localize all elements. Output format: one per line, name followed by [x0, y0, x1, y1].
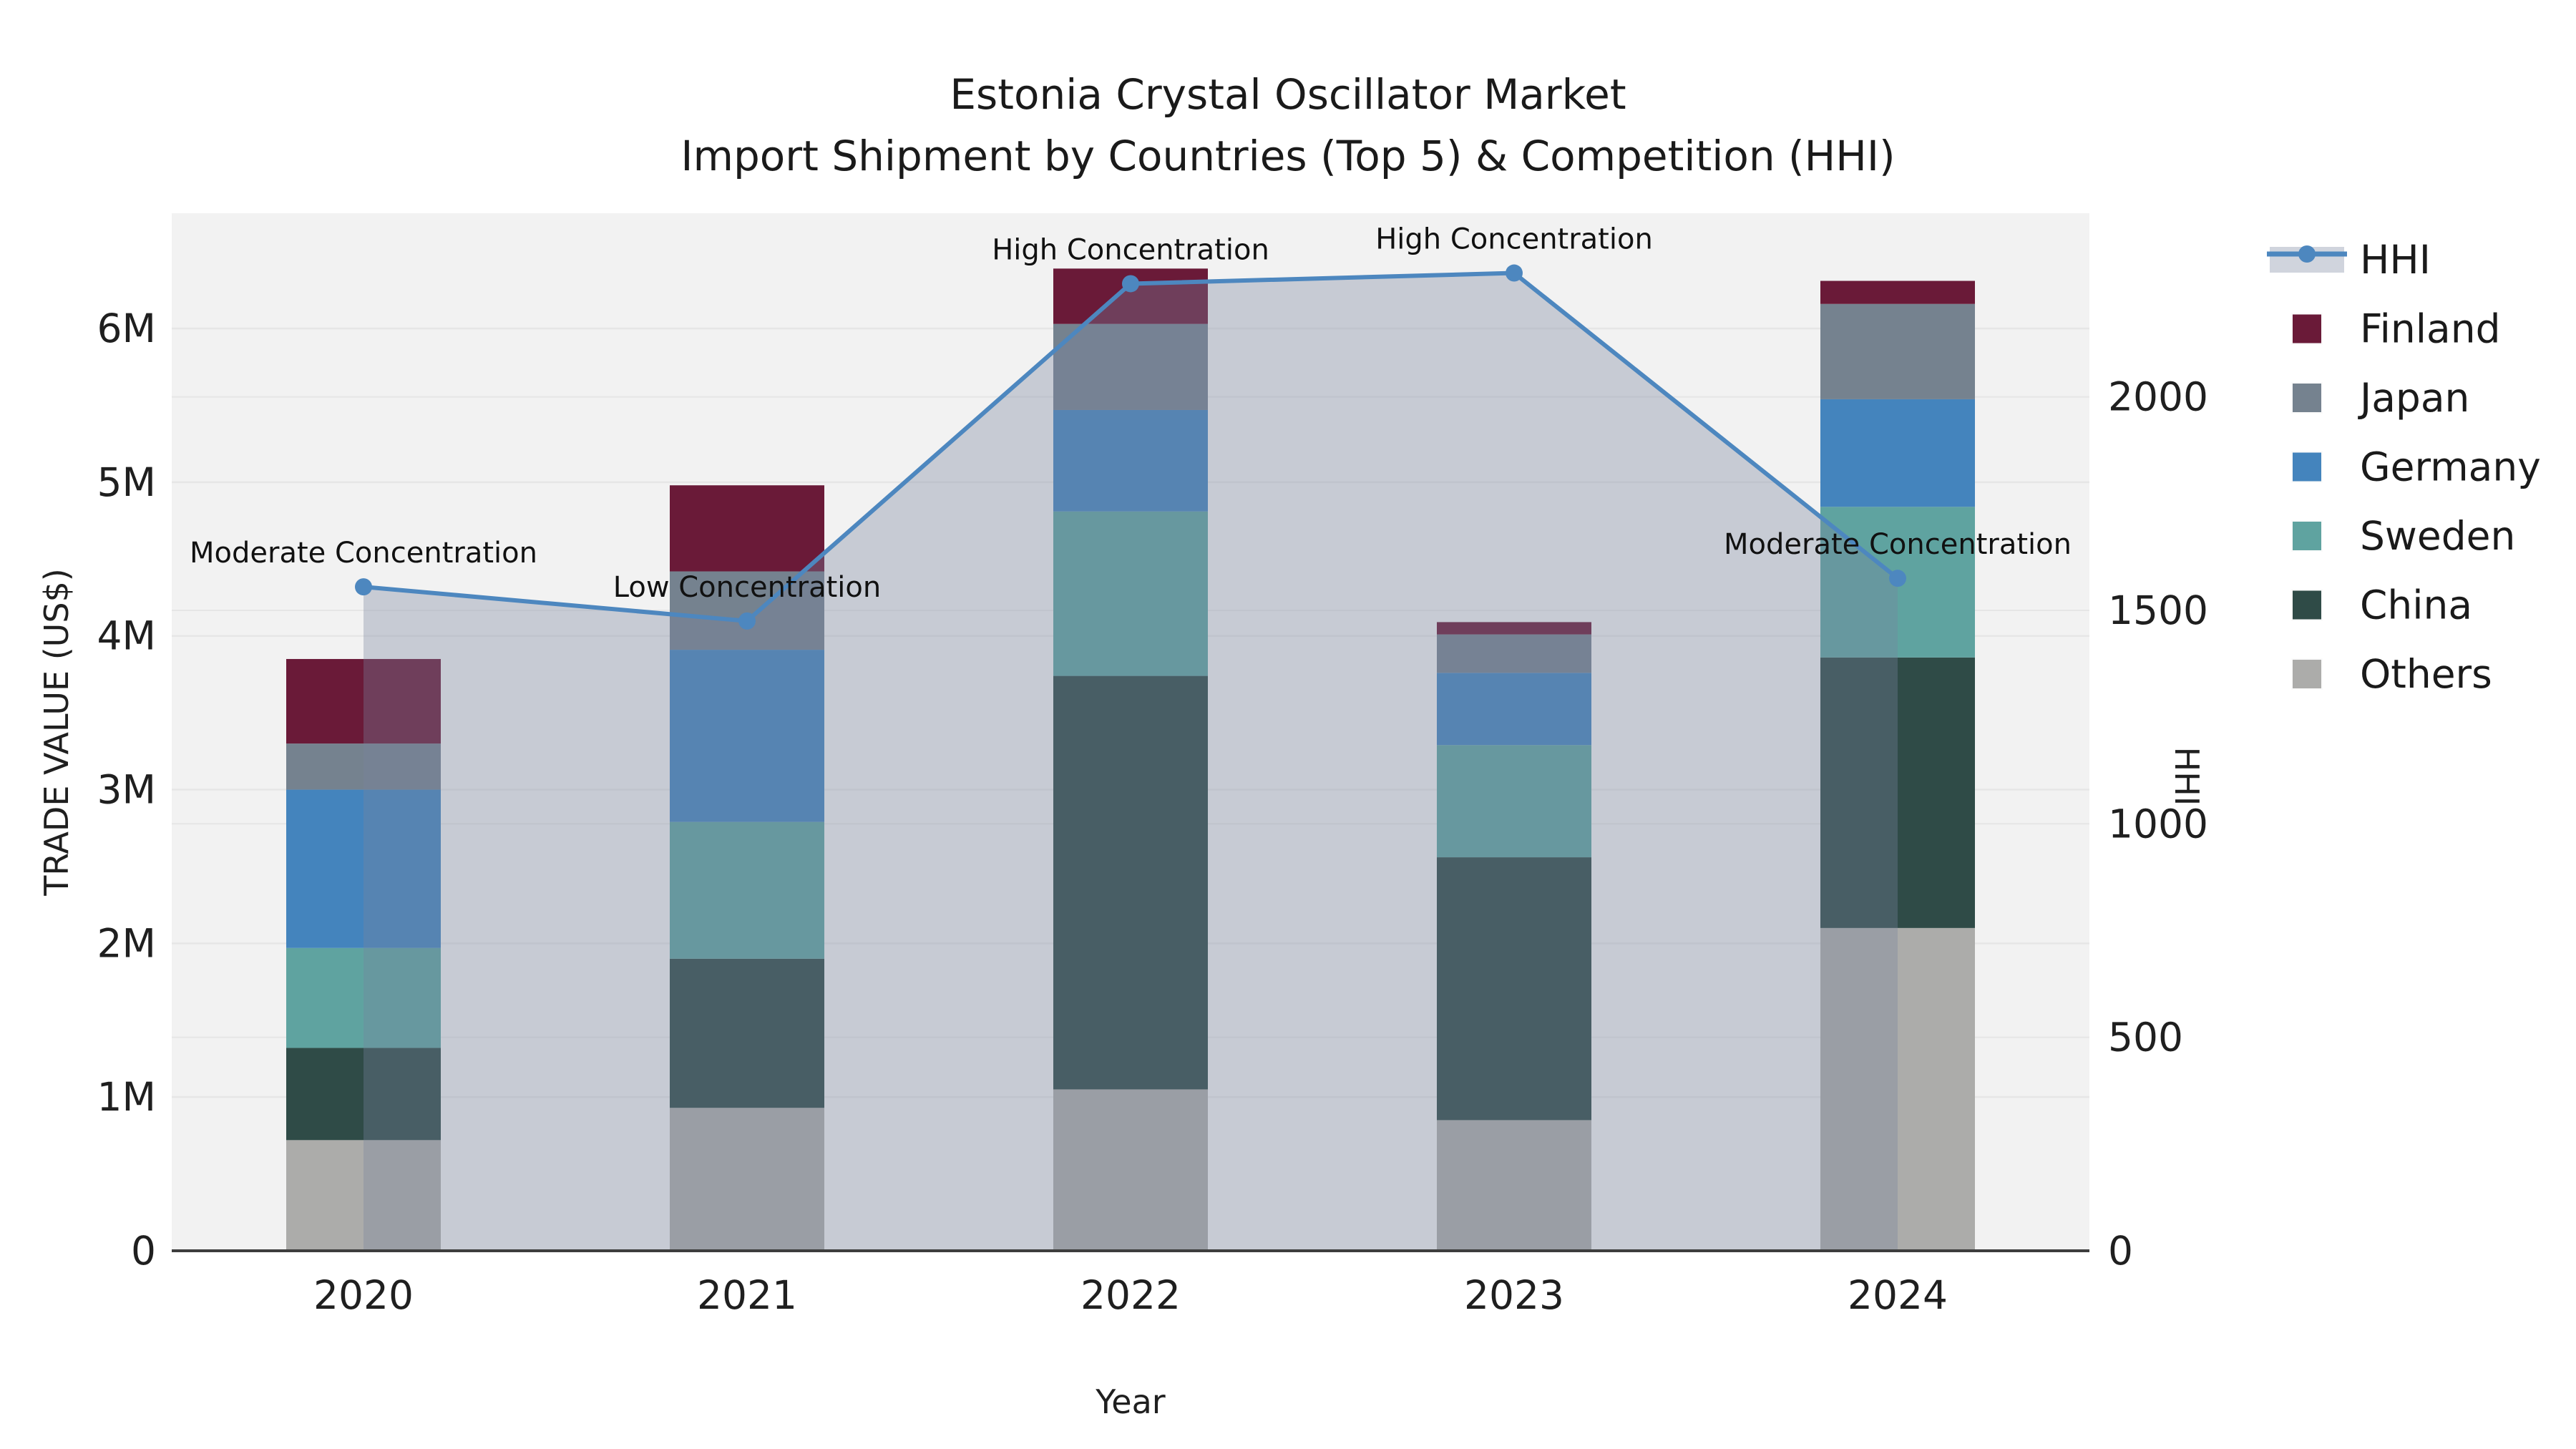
bar-segment-japan-2022	[1053, 323, 1208, 410]
legend-swatch-finland	[2291, 313, 2323, 345]
legend-swatch-germany	[2291, 451, 2323, 483]
annotations-group: Moderate Concentration Low Concentration H…	[190, 223, 2072, 604]
bar-segment-finland-2023	[1437, 622, 1591, 635]
legend-label-germany: Germany	[2360, 444, 2541, 490]
bar-segment-germany-2022	[1053, 409, 1208, 512]
hhi-marker-2021	[738, 612, 756, 630]
legend-hhi-marker-sample	[2298, 245, 2316, 263]
x-tick-2023: 2023	[1464, 1272, 1564, 1318]
x-axis-title: Year	[1095, 1382, 1165, 1421]
axis-group: 0 1M 2M 3M 4M 5M 6M 0 500 1000 1500 2000 2020 2021 202…	[97, 306, 2208, 1318]
x-tick-2024: 2024	[1848, 1272, 1948, 1318]
legend-swatch-china	[2291, 589, 2323, 621]
bar-segment-sweden-2022	[1053, 511, 1208, 676]
bar-segment-sweden-2021	[670, 821, 824, 959]
bar-segment-japan-2021	[670, 571, 824, 650]
bar-segment-finland-2024	[1820, 280, 1975, 304]
hhi-marker-2023	[1506, 264, 1523, 282]
bar-segment-sweden-2020	[286, 947, 441, 1048]
y-right-tick-2000: 2000	[2108, 374, 2208, 420]
legend-label-japan: Japan	[2358, 375, 2469, 421]
bar-segment-china-2023	[1437, 857, 1591, 1121]
x-tick-2022: 2022	[1080, 1272, 1181, 1318]
y-left-tick-3M: 3M	[97, 767, 156, 813]
bar-segment-germany-2021	[670, 650, 824, 822]
y-right-tick-1500: 1500	[2108, 587, 2208, 633]
bar-segment-japan-2024	[1820, 303, 1975, 399]
legend-swatch-japan	[2291, 382, 2323, 414]
y-right-tick-0: 0	[2108, 1228, 2133, 1274]
hhi-marker-2020	[355, 578, 372, 596]
bar-segment-germany-2024	[1820, 399, 1975, 507]
bar-segment-germany-2023	[1437, 673, 1591, 746]
y-left-tick-4M: 4M	[97, 613, 156, 659]
bar-segment-japan-2020	[286, 743, 441, 790]
bar-segment-germany-2020	[286, 789, 441, 948]
annotation-2024: Moderate Concentration	[1724, 528, 2072, 561]
annotation-2020: Moderate Concentration	[190, 537, 537, 570]
hhi-marker-2024	[1889, 570, 1906, 587]
hhi-line-group	[355, 264, 1906, 630]
x-tick-2021: 2021	[697, 1272, 797, 1318]
hhi-marker-2022	[1122, 275, 1139, 293]
bar-segment-finland-2021	[670, 485, 824, 572]
y-axis-title-left: TRADE VALUE (US$)	[37, 568, 76, 896]
chart-title-line2: Import Shipment by Countries (Top 5) & C…	[680, 132, 1895, 180]
x-tick-2020: 2020	[313, 1272, 414, 1318]
legend-group: HHI Finland Japan Germany Sweden China Others	[2267, 237, 2541, 697]
bar-segment-china-2022	[1053, 675, 1208, 1090]
legend-label-china: China	[2360, 582, 2472, 628]
y-left-tick-6M: 6M	[97, 306, 156, 351]
chart-title-line1: Estonia Crystal Oscillator Market	[950, 70, 1626, 119]
bar-segment-sweden-2023	[1437, 745, 1591, 858]
bar-segment-china-2024	[1820, 657, 1975, 928]
legend-swatch-others	[2291, 658, 2323, 690]
annotation-2021: Low Concentration	[613, 571, 881, 604]
bar-segment-others-2021	[670, 1108, 824, 1251]
y-left-tick-2M: 2M	[97, 920, 156, 966]
hhi-area-group	[364, 273, 1898, 1252]
legend-label-others: Others	[2360, 651, 2492, 697]
legend-swatch-sweden	[2291, 520, 2323, 552]
bar-segment-others-2023	[1437, 1120, 1591, 1251]
legend-label-sweden: Sweden	[2360, 513, 2515, 559]
y-axis-title-right: HHI	[2167, 747, 2206, 806]
y-left-tick-1M: 1M	[97, 1074, 156, 1120]
hhi-area-fill	[364, 273, 1898, 1252]
legend-label-hhi: HHI	[2360, 237, 2431, 283]
annotation-2022: High Concentration	[992, 233, 1269, 266]
bar-segment-china-2021	[670, 958, 824, 1108]
y-right-tick-500: 500	[2108, 1015, 2183, 1060]
titles-group: Estonia Crystal Oscillator Market Import…	[37, 70, 2206, 1421]
stacked-bars-group	[286, 268, 1975, 1251]
y-left-tick-0: 0	[131, 1228, 156, 1274]
bar-segment-finland-2020	[286, 658, 441, 744]
bar-segment-others-2022	[1053, 1089, 1208, 1251]
bar-segment-others-2024	[1820, 927, 1975, 1251]
y-left-tick-5M: 5M	[97, 459, 156, 505]
bar-segment-china-2020	[286, 1048, 441, 1141]
bar-segment-others-2020	[286, 1140, 441, 1251]
legend-label-finland: Finland	[2360, 306, 2501, 352]
annotation-2023: High Concentration	[1375, 223, 1653, 256]
y-right-tick-1000: 1000	[2108, 801, 2208, 847]
bar-segment-japan-2023	[1437, 634, 1591, 673]
